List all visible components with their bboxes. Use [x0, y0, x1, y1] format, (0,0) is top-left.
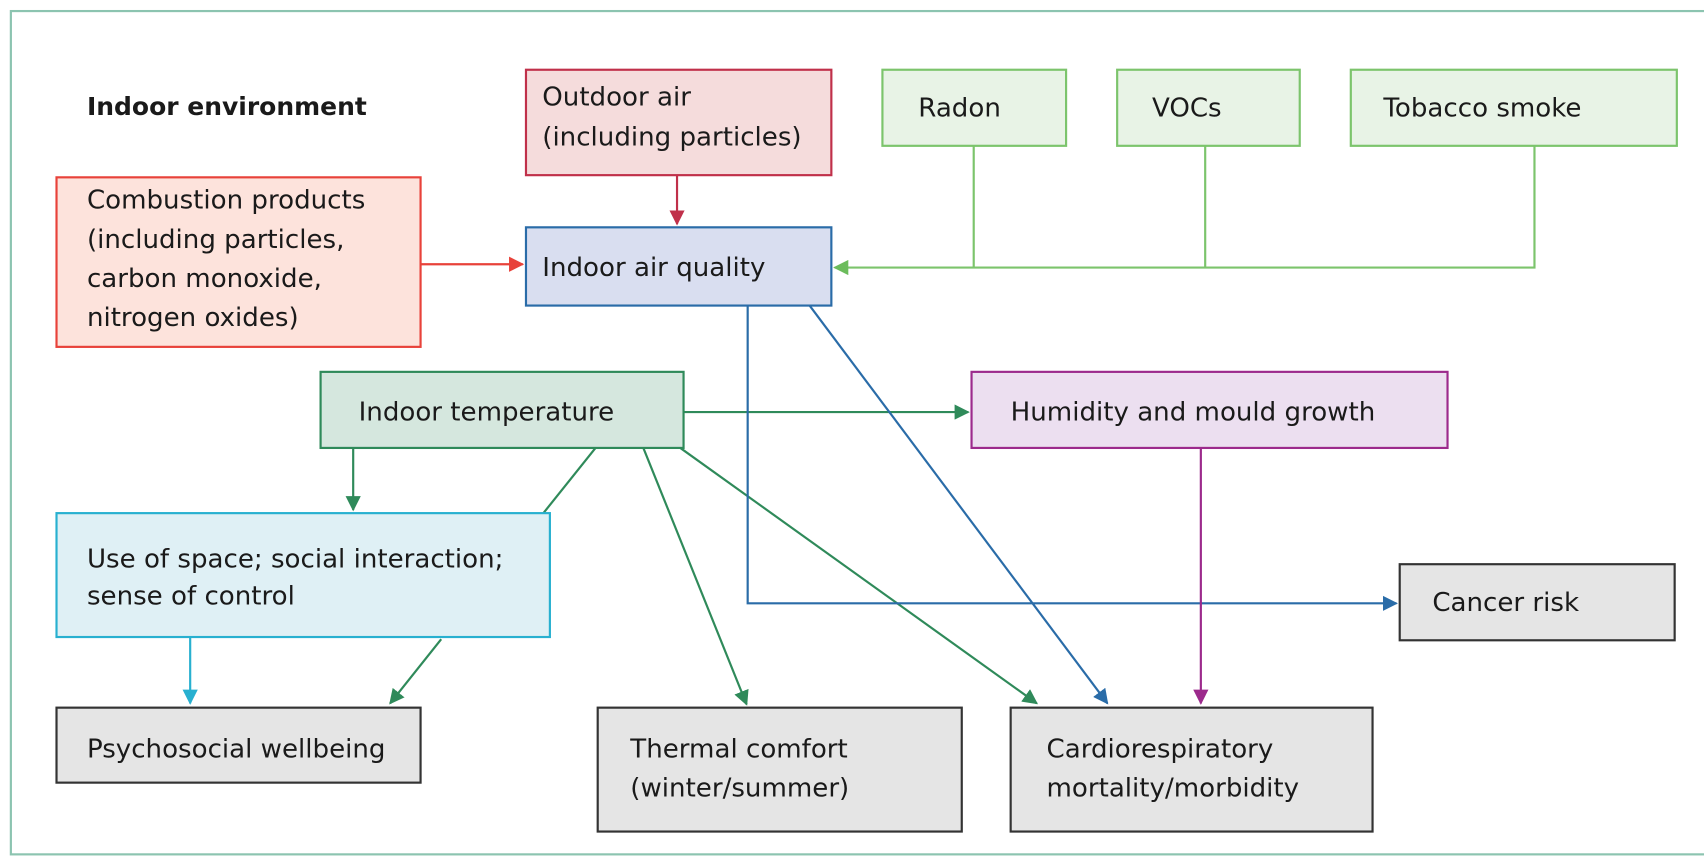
- node-box: [596, 706, 963, 833]
- node: Cancer risk: [1398, 563, 1676, 642]
- node-label: Indoor air quality: [542, 253, 765, 283]
- node: Humidity and mould growth: [970, 370, 1449, 450]
- arrow: [679, 447, 1038, 705]
- node-box: [1009, 706, 1374, 833]
- node-box: [524, 226, 833, 307]
- node-box: [881, 68, 1068, 147]
- node-label: (including particles,: [87, 225, 344, 255]
- node-label: Use of space; social interaction;: [87, 544, 503, 574]
- node: Outdoor air (including particles): [524, 68, 833, 177]
- node: Use of space; social interaction; sense …: [55, 512, 551, 639]
- node-label: sense of control: [87, 581, 295, 611]
- node-label: Combustion products: [87, 186, 365, 216]
- node: Radon: [881, 68, 1068, 147]
- title: Indoor environment: [87, 92, 367, 121]
- node: Indoor temperature: [319, 370, 685, 450]
- node: Psychosocial wellbeing: [55, 706, 422, 784]
- node-label: Tobacco smoke: [1382, 93, 1581, 123]
- node-box: [1116, 68, 1301, 147]
- node-label: mortality/morbidity: [1047, 774, 1300, 804]
- node-label: Radon: [918, 93, 1001, 123]
- node-box: [1398, 563, 1676, 642]
- node: Cardiorespiratory mortality/morbidity: [1009, 706, 1374, 833]
- node-label: Humidity and mould growth: [1011, 398, 1376, 428]
- node-box: [970, 370, 1449, 450]
- node: Thermal comfort (winter/summer): [596, 706, 963, 833]
- arrow: [808, 304, 1109, 705]
- node-box: [55, 176, 422, 348]
- node-box: [55, 706, 422, 784]
- node-label: Thermal comfort: [629, 735, 847, 765]
- node-label: Psychosocial wellbeing: [87, 735, 386, 765]
- node-label: VOCs: [1152, 93, 1222, 123]
- arrow: [746, 305, 1398, 611]
- node-label: nitrogen oxides): [87, 303, 299, 333]
- node-label: (winter/summer): [630, 774, 849, 804]
- arrow: [389, 638, 443, 705]
- node-label: Cardiorespiratory: [1047, 735, 1274, 765]
- node: VOCs: [1116, 68, 1301, 147]
- node-box: [524, 68, 833, 177]
- node-box: [55, 512, 551, 639]
- node-label: carbon monoxide,: [87, 264, 322, 294]
- node: Combustion products (including particles…: [55, 176, 422, 348]
- node-label: Indoor temperature: [359, 398, 615, 428]
- node-label: Outdoor air: [542, 83, 691, 113]
- frame: [9, 9, 1704, 856]
- node-box: [1349, 68, 1678, 147]
- node-box: [319, 370, 685, 450]
- arrow: [642, 447, 749, 706]
- node: Tobacco smoke: [1349, 68, 1678, 147]
- node-label: Cancer risk: [1432, 588, 1580, 618]
- node: Indoor air quality: [524, 226, 833, 307]
- connector: [542, 447, 597, 514]
- node-label: (including particles): [542, 123, 801, 153]
- arrow: [833, 145, 1536, 276]
